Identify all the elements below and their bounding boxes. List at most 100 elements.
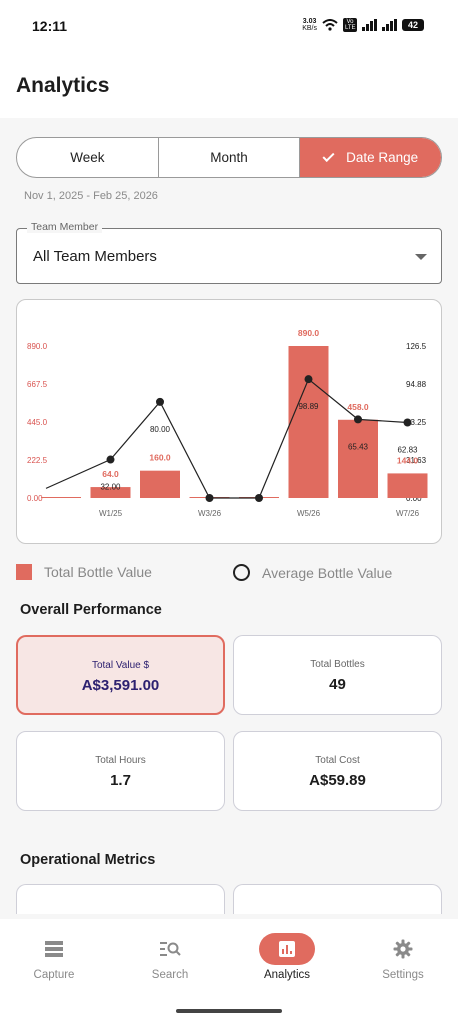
left-axis-tick-label: 222.5 xyxy=(27,456,48,465)
team-member-label: Team Member xyxy=(27,221,103,233)
chart-line-point xyxy=(156,397,164,406)
line-data-label: 32.00 xyxy=(100,483,121,492)
tab-week-label: Week xyxy=(70,150,105,165)
chart-bar xyxy=(338,419,378,498)
line-data-label: 98.89 xyxy=(298,402,319,411)
legend-item-line[interactable]: Average Bottle Value xyxy=(233,564,392,581)
x-axis-tick-label: W5/26 xyxy=(297,509,321,518)
app-header: Analytics xyxy=(0,52,458,118)
home-indicator xyxy=(176,1009,282,1013)
nav-search[interactable]: Search xyxy=(120,933,220,981)
line-data-label: 80.00 xyxy=(150,425,171,434)
right-axis-tick-label: 63.25 xyxy=(406,418,427,427)
chart-line-point xyxy=(255,494,263,502)
chart-line-point xyxy=(354,415,362,424)
status-time: 12:11 xyxy=(32,18,68,34)
right-axis-tick-label: 94.88 xyxy=(406,380,427,389)
chevron-down-icon xyxy=(415,254,427,260)
battery-icon: 42 xyxy=(402,19,424,31)
bar-data-label: 160.0 xyxy=(149,453,171,463)
line-data-label: 62.83 xyxy=(397,446,418,455)
tab-week[interactable]: Week xyxy=(17,138,159,177)
combo-chart: 0.00 222.5 445.0 667.5 890.0 0.00 31.63 63.25 94… xyxy=(27,328,428,518)
bar-data-label: 64.0 xyxy=(102,469,119,479)
status-bar: 12:11 3.03 KB/s Vo LTE 42 xyxy=(0,0,458,52)
chart-line-point xyxy=(106,455,115,464)
nav-capture[interactable]: Capture xyxy=(4,933,104,981)
chart-line xyxy=(45,378,408,499)
metric-card[interactable] xyxy=(16,884,225,914)
nav-analytics[interactable]: Analytics xyxy=(237,933,337,981)
volte-badge: Vo LTE xyxy=(343,18,357,32)
chart-legend: Total Bottle Value Average Bottle Value xyxy=(16,564,442,582)
chart-line-point xyxy=(205,494,214,502)
date-range-text: Nov 1, 2025 - Feb 25, 2026 xyxy=(24,190,158,202)
chart-bar xyxy=(387,473,428,498)
bar-data-label: 458.0 xyxy=(347,402,369,412)
chart-line-point xyxy=(304,375,313,384)
stat-label: Total Cost xyxy=(315,755,360,766)
stat-value: 49 xyxy=(329,676,346,693)
team-member-dropdown[interactable]: Team Member All Team Members xyxy=(16,221,442,284)
wifi-icon xyxy=(322,19,338,31)
stat-card-total-cost[interactable]: Total Cost A$59.89 xyxy=(233,731,442,811)
check-icon xyxy=(322,149,335,162)
legend-bar-swatch xyxy=(16,564,32,580)
net-speed: 3.03 xyxy=(302,18,317,25)
operational-metrics-title: Operational Metrics xyxy=(20,852,156,868)
line-data-label: 65.43 xyxy=(348,442,369,451)
list-icon xyxy=(45,941,63,957)
left-axis-tick-label: 445.0 xyxy=(27,418,48,427)
signal-icon-2 xyxy=(382,19,397,31)
stat-value: A$59.89 xyxy=(309,772,366,789)
chart-bar xyxy=(140,470,180,498)
legend-line-marker xyxy=(233,564,250,581)
nav-label: Settings xyxy=(382,969,424,981)
legend-bar-label: Total Bottle Value xyxy=(44,564,152,580)
nav-settings[interactable]: Settings xyxy=(353,933,453,981)
x-axis-tick-label: W1/25 xyxy=(99,509,123,518)
tab-date-range-label: Date Range xyxy=(346,150,419,165)
left-axis-tick-label: 667.5 xyxy=(27,380,48,389)
period-segmented-control: Week Month Date Range xyxy=(16,137,442,178)
x-axis-tick-label: W3/26 xyxy=(198,509,222,518)
stat-label: Total Bottles xyxy=(310,659,365,670)
chart-bar xyxy=(288,346,329,498)
metric-card[interactable] xyxy=(233,884,442,914)
stat-card-total-hours[interactable]: Total Hours 1.7 xyxy=(16,731,225,811)
status-icons: 3.03 KB/s Vo LTE 42 xyxy=(302,18,424,32)
nav-label: Analytics xyxy=(263,969,311,981)
right-axis-tick-label: 31.63 xyxy=(406,456,427,465)
chart-bar xyxy=(90,487,131,498)
chart-line-point xyxy=(403,418,412,427)
page-title: Analytics xyxy=(16,74,110,97)
chart-bar xyxy=(41,497,81,498)
legend-item-bar[interactable]: Total Bottle Value xyxy=(16,564,152,580)
bottom-navigation: Capture Search Analytics xyxy=(0,919,458,1024)
gear-icon xyxy=(393,939,413,959)
legend-line-label: Average Bottle Value xyxy=(262,564,393,581)
nav-label: Capture xyxy=(33,969,75,981)
bar-chart-icon xyxy=(279,941,295,957)
stat-label: Total Hours xyxy=(95,755,146,766)
tab-date-range[interactable]: Date Range xyxy=(300,138,441,177)
overall-performance-title: Overall Performance xyxy=(20,602,162,618)
tab-month[interactable]: Month xyxy=(159,138,301,177)
signal-icon xyxy=(362,19,377,31)
left-axis-tick-label: 0.00 xyxy=(27,494,43,503)
bar-data-label: 144.0 xyxy=(397,455,419,465)
bar-data-label: 890.0 xyxy=(298,328,320,338)
team-member-value: All Team Members xyxy=(33,248,157,265)
right-axis-tick-label: 0.00 xyxy=(406,494,422,503)
stat-card-total-value[interactable]: Total Value $ A$3,591.00 xyxy=(16,635,225,715)
analytics-chart-card: 0.00 222.5 445.0 667.5 890.0 0.00 31.63 63.25 94… xyxy=(16,299,442,544)
stat-value: 1.7 xyxy=(110,772,131,789)
stat-value: A$3,591.00 xyxy=(81,677,160,694)
net-unit: KB/s xyxy=(302,25,317,32)
search-list-icon xyxy=(160,942,181,956)
stat-label: Total Value $ xyxy=(91,660,150,671)
left-axis-tick-label: 890.0 xyxy=(27,342,48,351)
nav-label: Search xyxy=(151,969,189,981)
right-axis-tick-label: 126.5 xyxy=(406,342,427,351)
stat-card-total-bottles[interactable]: Total Bottles 49 xyxy=(233,635,442,715)
